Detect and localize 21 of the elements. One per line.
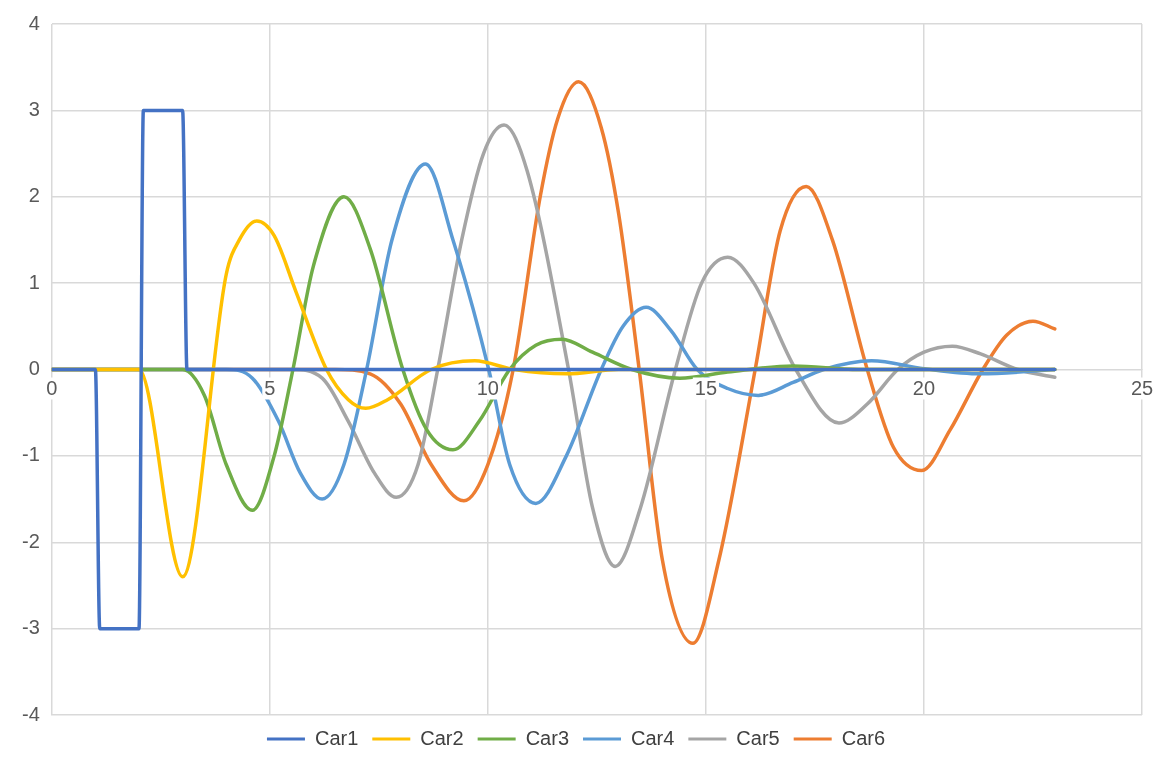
y-tick-label: -3	[21, 616, 40, 639]
y-tick-label: 4	[28, 11, 40, 34]
x-tick-label: 15	[694, 377, 718, 400]
legend-label: Car3	[525, 726, 570, 749]
x-tick-label: 10	[476, 377, 499, 400]
legend-label: Car2	[420, 726, 464, 749]
legend-label: Car1	[314, 726, 359, 749]
y-tick-label: -1	[21, 443, 40, 466]
x-tick-label: 20	[912, 377, 936, 400]
legend-label: Car4	[631, 726, 675, 749]
y-tick-label: 1	[28, 270, 40, 293]
legend-label: Car6	[841, 726, 886, 749]
x-tick-label: 5	[264, 377, 276, 400]
x-tick-label: 0	[46, 377, 58, 400]
y-tick-label: -4	[21, 702, 40, 725]
legend-label: Car5	[736, 726, 780, 749]
y-tick-label: 0	[28, 357, 40, 380]
y-tick-label: -2	[21, 529, 40, 552]
y-tick-label: 3	[28, 97, 40, 120]
y-tick-label: 2	[28, 184, 40, 207]
x-tick-label: 25	[1130, 377, 1154, 400]
